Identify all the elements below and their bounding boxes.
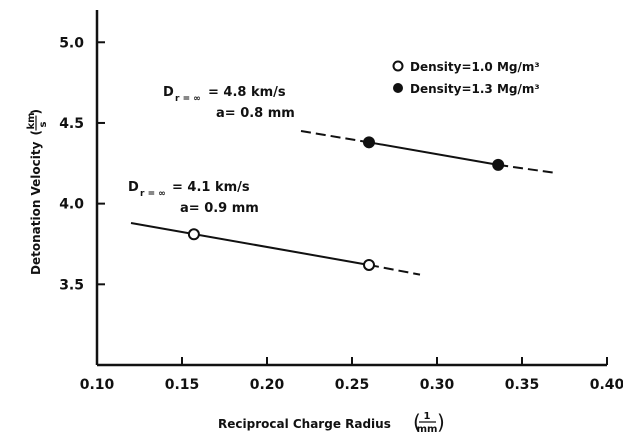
x-tick-label: 0.35 xyxy=(505,377,540,393)
x-axis-unit-numerator: 1 xyxy=(424,411,431,422)
x-tick-label: 0.20 xyxy=(250,377,285,393)
legend: Density=1.0 Mg/m³ Density=1.3 Mg/m³ xyxy=(392,60,540,96)
x-tick-label: 0.15 xyxy=(165,377,200,393)
annotation-d-symbol: D xyxy=(128,180,139,195)
y-tick-label: 5.0 xyxy=(59,35,84,51)
annotation-subscript: r = ∞ xyxy=(175,94,201,104)
x-tick-label: 0.25 xyxy=(335,377,370,393)
y-tick-label: 4.0 xyxy=(59,197,84,213)
x-ticks: 0.10 0.15 0.20 0.25 0.30 0.35 0.40 xyxy=(80,357,623,393)
y-axis-unit-paren-close: ) xyxy=(29,109,43,114)
data-point-open xyxy=(187,228,200,241)
annotation-density-1-3: D r = ∞ = 4.8 km/s a= 0.8 mm xyxy=(163,85,295,121)
series-points xyxy=(187,136,505,271)
series-fit-line xyxy=(130,222,370,266)
y-tick-label: 3.5 xyxy=(59,277,84,293)
series-fit-line xyxy=(368,141,499,166)
x-tick-label: 0.40 xyxy=(590,377,623,393)
legend-filled-circle-marker xyxy=(393,83,403,93)
legend-open-circle-marker xyxy=(392,60,404,72)
annotation-velocity: = 4.8 km/s xyxy=(208,85,286,100)
data-point-filled xyxy=(492,158,505,171)
x-axis-label: Reciprocal Charge Radius ( 1 mm ) xyxy=(218,410,445,435)
series-fit-dashed-line xyxy=(368,263,421,276)
annotation-d-symbol: D xyxy=(163,85,174,100)
annotation-subscript: r = ∞ xyxy=(140,189,166,199)
x-axis-unit-paren: ( xyxy=(413,410,421,434)
y-axis-unit-denominator: s xyxy=(38,122,49,128)
y-axis-unit-numerator: km xyxy=(26,112,37,129)
x-tick-label: 0.30 xyxy=(420,377,455,393)
annotation-radius: a= 0.8 mm xyxy=(216,106,295,121)
annotation-density-1-0: D r = ∞ = 4.1 km/s a= 0.9 mm xyxy=(128,180,259,216)
series-lines xyxy=(130,130,557,276)
annotation-radius: a= 0.9 mm xyxy=(180,201,259,216)
legend-label-density-1-0: Density=1.0 Mg/m³ xyxy=(410,60,540,74)
legend-label-density-1-3: Density=1.3 Mg/m³ xyxy=(410,82,540,96)
y-axis-title: Detonation Velocity xyxy=(29,141,43,275)
data-point-filled xyxy=(363,136,375,149)
y-axis-label: Detonation Velocity ( km s ) xyxy=(26,109,49,275)
y-axis-unit-paren: ( xyxy=(29,130,43,135)
y-tick-label: 4.5 xyxy=(59,116,84,132)
series-fit-dashed-line xyxy=(300,130,370,144)
series-fit-dashed-line xyxy=(498,163,557,174)
x-axis-unit-paren-close: ) xyxy=(437,410,445,434)
x-tick-label: 0.10 xyxy=(80,377,115,393)
y-ticks: 3.5 4.0 4.5 5.0 xyxy=(59,35,105,293)
x-axis-unit-denominator: mm xyxy=(417,424,438,435)
annotation-velocity: = 4.1 km/s xyxy=(172,180,250,195)
data-point-open xyxy=(363,258,375,271)
x-axis-title: Reciprocal Charge Radius xyxy=(218,417,391,431)
